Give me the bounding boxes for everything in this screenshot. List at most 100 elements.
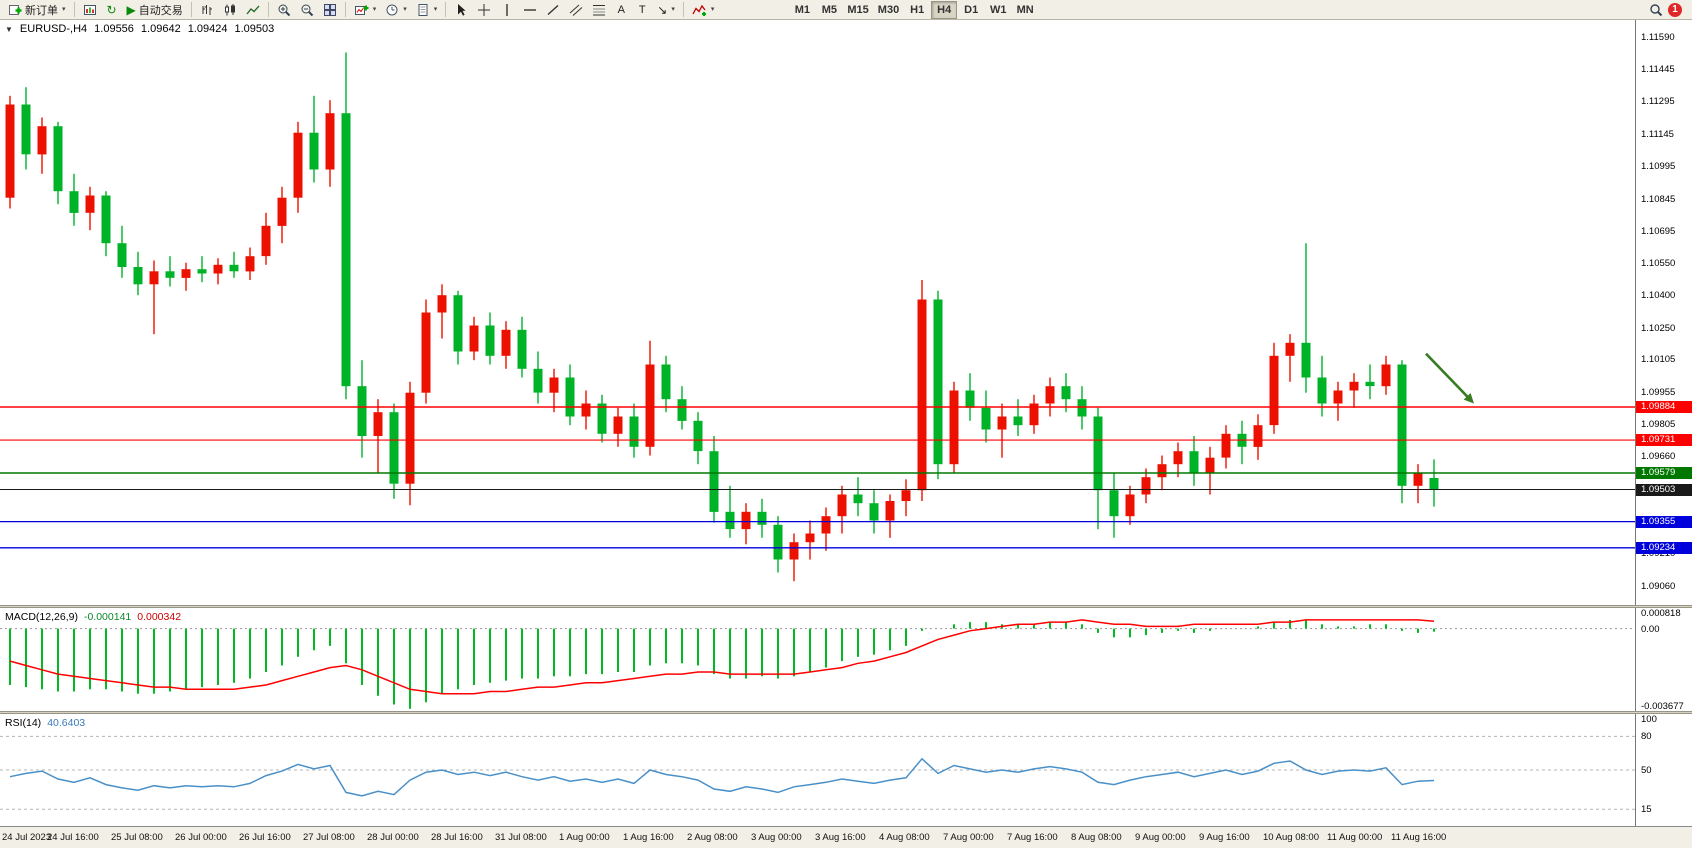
price-tick: 1.10695 — [1641, 226, 1676, 238]
timeframe-group: M1 M5 M15 M30 H1 H4 D1 W1 MN — [789, 0, 1038, 19]
macd-header: MACD(12,26,9) -0.000141 0.000342 — [5, 611, 181, 623]
zoom-out-button[interactable] — [296, 1, 318, 19]
time-axis-label: 3 Aug 00:00 — [751, 832, 802, 843]
search-button[interactable] — [1645, 1, 1667, 19]
rsi-axis-label: 80 — [1641, 731, 1652, 743]
bar-chart-button[interactable] — [196, 1, 218, 19]
cursor-icon — [458, 3, 466, 16]
rsi-axis-label: 15 — [1641, 804, 1652, 816]
cursor-tool-button[interactable] — [450, 1, 472, 19]
time-axis-label: 11 Aug 16:00 — [1391, 832, 1447, 843]
toolbar-separator — [445, 2, 447, 17]
chevron-down-icon: ▾ — [62, 6, 66, 13]
timeframe-m30-button[interactable]: M30 — [874, 1, 903, 19]
panel-divider[interactable] — [0, 711, 1692, 714]
time-axis-label: 26 Jul 00:00 — [175, 832, 227, 843]
vertical-line-tool-button[interactable] — [496, 1, 518, 19]
rsi-axis-label: 100 — [1641, 714, 1657, 725]
time-axis-label: 8 Aug 08:00 — [1071, 832, 1122, 843]
timeframe-h4-button[interactable]: H4 — [931, 0, 958, 19]
line-chart-button[interactable] — [242, 1, 264, 19]
main-chart-plot[interactable]: ▼ EURUSD-,H4 1.09556 1.09642 1.09424 1.0… — [0, 20, 1635, 605]
timeframe-mn-button[interactable]: MN — [1012, 1, 1038, 19]
time-axis-label: 1 Aug 16:00 — [623, 832, 674, 843]
time-axis-label: 26 Jul 16:00 — [239, 832, 291, 843]
bar-chart-icon — [202, 4, 212, 15]
price-tick: 1.11145 — [1641, 128, 1674, 140]
channel-tool-button[interactable] — [565, 1, 587, 19]
one-click-trading-icon[interactable]: ▼ — [5, 24, 13, 34]
price-tick: 1.10550 — [1641, 257, 1676, 269]
trendline-icon — [547, 4, 559, 15]
macd-chart-canvas[interactable] — [0, 608, 1635, 711]
rsi-plot[interactable]: RSI(14) 40.6403 — [0, 714, 1635, 826]
indicators-icon — [692, 4, 706, 16]
candlestick-chart-icon — [224, 3, 235, 15]
new-order-label: 新订单 — [25, 4, 58, 17]
chart-window-button[interactable] — [79, 1, 101, 19]
auto-trading-button[interactable]: ▶ 自动交易 — [123, 1, 187, 19]
text-label-tool-icon: T — [638, 3, 646, 16]
toolbar-separator — [682, 2, 684, 17]
time-axis-label: 27 Jul 08:00 — [303, 832, 355, 843]
toolbar-separator — [73, 2, 75, 17]
time-axis-label: 11 Aug 00:00 — [1327, 832, 1383, 843]
chart-window-icon — [83, 4, 96, 15]
refresh-icon: ↻ — [106, 2, 117, 17]
time-axis-label: 3 Aug 16:00 — [815, 832, 866, 843]
tile-windows-button[interactable] — [319, 1, 341, 19]
panel-divider[interactable] — [0, 605, 1692, 608]
line-chart-icon — [246, 5, 260, 14]
macd-plot[interactable]: MACD(12,26,9) -0.000141 0.000342 — [0, 608, 1635, 711]
ohlc-close: 1.09503 — [234, 23, 275, 35]
arrows-tool-button[interactable]: ↘ ▾ — [653, 1, 679, 19]
timeframe-m15-button[interactable]: M15 — [843, 1, 872, 19]
price-line-flag: 1.09884 — [1636, 400, 1692, 413]
price-line-flag: 1.09579 — [1636, 467, 1692, 480]
macd-name-label: MACD(12,26,9) — [5, 611, 78, 623]
templates-button[interactable]: ▾ — [412, 1, 442, 19]
crosshair-tool-button[interactable] — [473, 1, 495, 19]
time-axis-label: 28 Jul 16:00 — [431, 832, 483, 843]
candlestick-chart-canvas[interactable] — [0, 20, 1635, 605]
time-axis-label: 2 Aug 08:00 — [687, 832, 738, 843]
price-tick: 1.10105 — [1641, 354, 1676, 366]
timeframe-m5-button[interactable]: M5 — [816, 1, 842, 19]
zoom-in-icon — [278, 4, 290, 16]
chevron-down-icon: ▾ — [433, 6, 438, 13]
zoom-in-button[interactable] — [273, 1, 295, 19]
text-tool-button[interactable]: A — [611, 1, 631, 19]
ohlc-low: 1.09424 — [187, 23, 228, 35]
rsi-header: RSI(14) 40.6403 — [5, 717, 85, 729]
timeframe-d1-button[interactable]: D1 — [958, 1, 984, 19]
price-tick: 1.10400 — [1641, 290, 1676, 302]
text-tool-icon: A — [617, 3, 625, 16]
fibonacci-tool-button[interactable] — [588, 1, 610, 19]
time-axis-label: 28 Jul 00:00 — [367, 832, 419, 843]
periods-button[interactable]: ▾ — [381, 1, 411, 19]
new-order-button[interactable]: 新订单 ▾ — [4, 1, 70, 19]
new-chart-button[interactable]: ▾ — [350, 1, 381, 19]
trendline-tool-button[interactable] — [542, 1, 564, 19]
macd-axis-label: -0.003677 — [1641, 701, 1684, 712]
price-axis: 1.11590 1.11445 1.11295 1.11145 1.10995 1.108… — [1635, 20, 1692, 605]
price-line-flag: 1.09355 — [1636, 515, 1692, 528]
candlestick-chart-button[interactable] — [219, 1, 241, 19]
macd-signal-value: 0.000342 — [137, 611, 182, 623]
chevron-down-icon: ▾ — [710, 6, 715, 13]
timeframe-h1-button[interactable]: H1 — [904, 1, 930, 19]
timeframe-m1-button[interactable]: M1 — [789, 1, 815, 19]
notification-badge[interactable]: 1 — [1668, 2, 1682, 17]
horizontal-line-tool-button[interactable] — [519, 1, 541, 19]
price-tick: 1.11590 — [1641, 32, 1675, 44]
ohlc-high: 1.09642 — [140, 23, 181, 35]
time-axis-label: 4 Aug 08:00 — [879, 832, 930, 843]
refresh-button[interactable]: ↻ — [102, 1, 122, 19]
timeframe-w1-button[interactable]: W1 — [985, 1, 1011, 19]
price-tick: 1.09060 — [1641, 580, 1676, 592]
rsi-chart-canvas[interactable] — [0, 714, 1635, 826]
price-tick: 1.10845 — [1641, 193, 1676, 205]
indicators-button[interactable]: ▾ — [688, 1, 719, 19]
text-label-tool-button[interactable]: T — [632, 1, 652, 19]
